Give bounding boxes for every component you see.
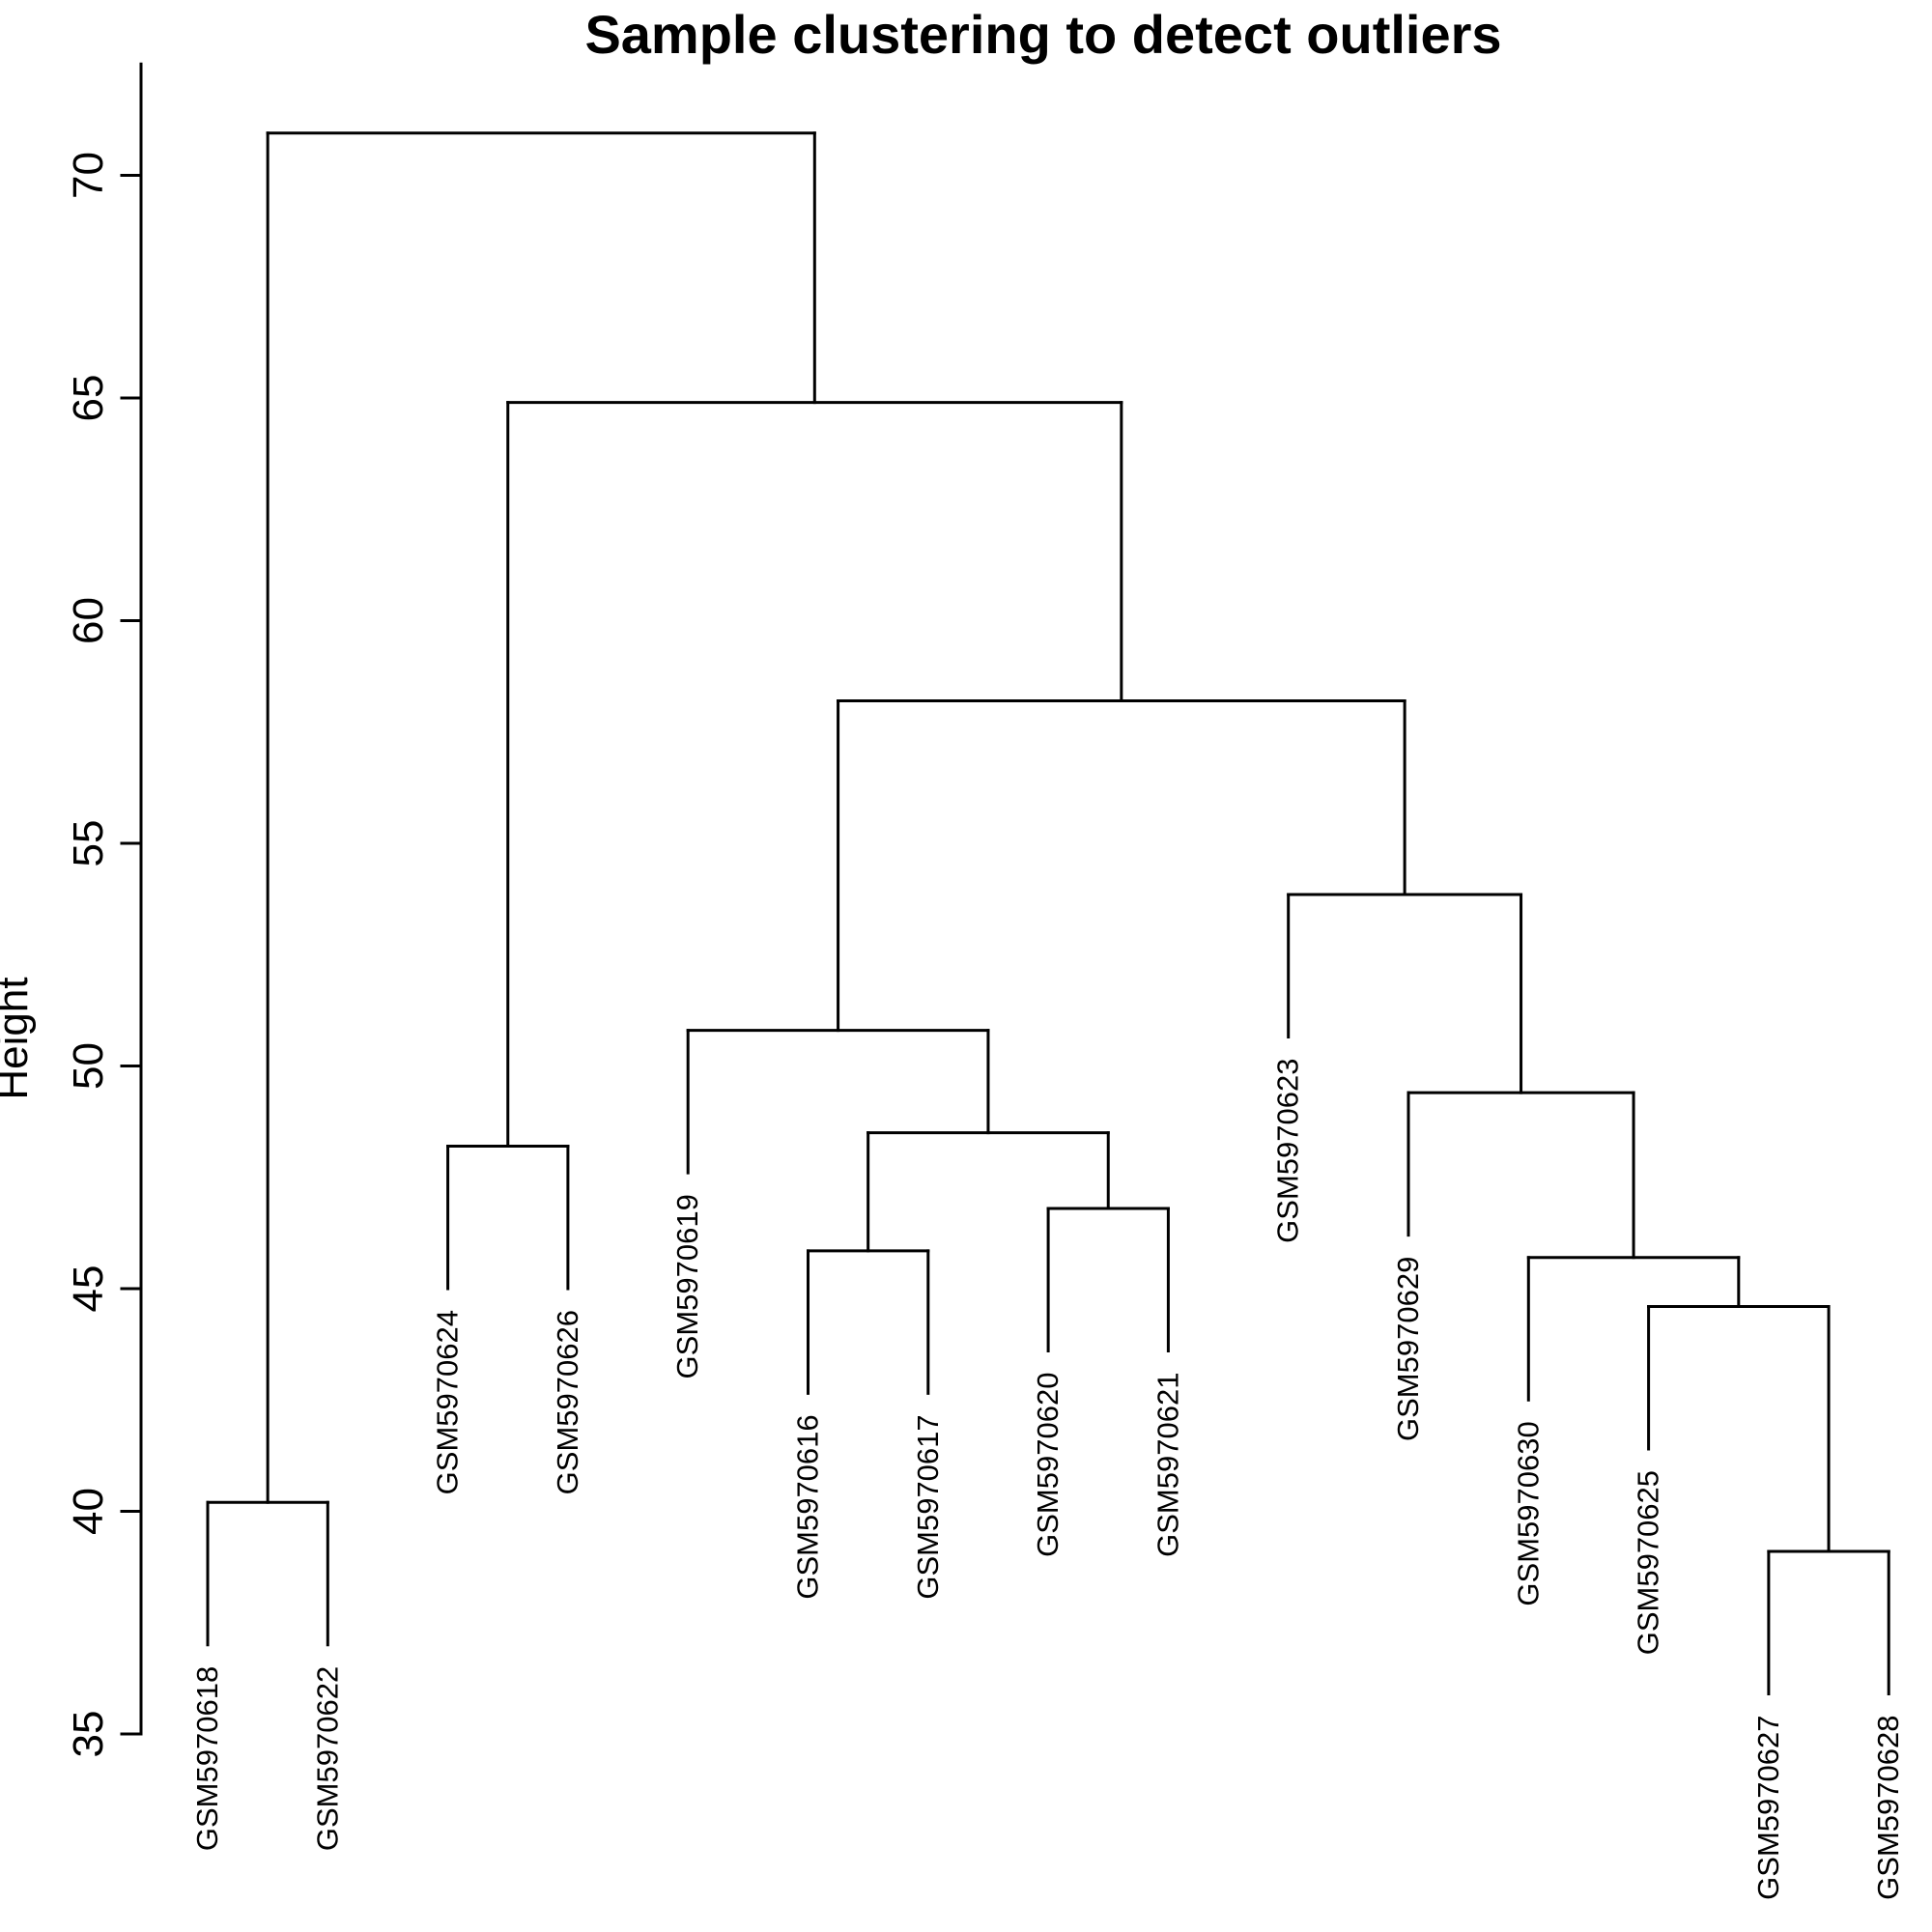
y-tick-label: 50 — [65, 1042, 112, 1090]
dendrogram-tree — [206, 131, 1890, 1696]
merge-node-m1 — [206, 1500, 329, 1647]
leaf-label: GSM5970618 — [190, 1666, 224, 1851]
y-axis-label: Height — [0, 977, 37, 1099]
leaf-label: GSM5970619 — [670, 1194, 704, 1378]
chart-title: Sample clustering to detect outliers — [584, 4, 1501, 65]
merge-node-m4 — [1046, 1207, 1170, 1353]
merge-node-m12 — [837, 698, 1406, 1033]
merge-node-m3 — [807, 1249, 930, 1395]
leaf-label: GSM5970617 — [911, 1414, 945, 1599]
leaf-labels: GSM5970618 GSM5970622 GSM5970624 GSM5970626… — [190, 1059, 1905, 1900]
leaf-label: GSM5970620 — [1031, 1373, 1065, 1557]
y-tick-label: 65 — [65, 375, 112, 422]
merge-node-m11 — [1287, 893, 1523, 1094]
leaf-label: GSM5970622 — [310, 1666, 344, 1851]
leaf-label: GSM5970626 — [551, 1310, 584, 1494]
merge-node-m8 — [1647, 1304, 1831, 1553]
leaf-label: GSM5970625 — [1632, 1470, 1665, 1655]
leaf-label: GSM5970628 — [1871, 1716, 1905, 1900]
y-tick-label: 40 — [65, 1488, 112, 1535]
merge-node-m10 — [1406, 1091, 1635, 1260]
leaf-label: GSM5970624 — [431, 1310, 465, 1494]
y-tick-label: 45 — [65, 1265, 112, 1313]
leaf-label: GSM5970616 — [791, 1414, 825, 1599]
merge-node-m5 — [867, 1131, 1110, 1253]
y-tick-label: 35 — [65, 1711, 112, 1758]
y-tick-label: 55 — [65, 820, 112, 867]
y-axis: 35 40 45 50 55 60 65 70 — [65, 62, 143, 1758]
leaf-label: GSM5970627 — [1751, 1716, 1785, 1900]
merge-node-m6 — [686, 1029, 990, 1175]
merge-node-m2 — [446, 1144, 570, 1291]
leaf-label: GSM5970629 — [1391, 1257, 1425, 1441]
leaf-label: GSM5970630 — [1511, 1421, 1545, 1605]
leaf-label: GSM5970623 — [1271, 1059, 1305, 1243]
leaf-label: GSM5970621 — [1151, 1373, 1184, 1557]
merge-node-m9 — [1526, 1256, 1741, 1402]
y-tick-label: 70 — [65, 152, 112, 199]
merge-node-m7 — [1767, 1549, 1890, 1696]
y-tick-label: 60 — [65, 597, 112, 644]
merge-node-m13 — [506, 401, 1123, 1148]
merge-node-m14 — [266, 131, 816, 1504]
